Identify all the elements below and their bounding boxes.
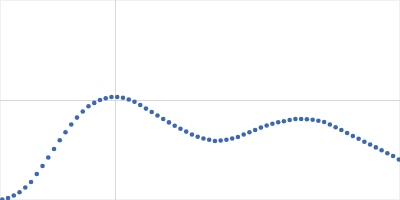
point bbox=[299, 117, 304, 122]
point bbox=[195, 135, 200, 140]
point bbox=[6, 196, 11, 200]
point bbox=[0, 197, 5, 200]
point bbox=[109, 95, 114, 100]
point bbox=[149, 110, 154, 115]
point bbox=[190, 132, 195, 137]
point bbox=[374, 145, 379, 150]
point bbox=[259, 125, 264, 130]
point bbox=[92, 101, 97, 106]
point bbox=[161, 117, 166, 122]
point bbox=[282, 119, 287, 124]
point bbox=[264, 123, 269, 128]
point bbox=[86, 104, 91, 109]
point bbox=[316, 119, 321, 124]
point bbox=[351, 134, 356, 139]
point bbox=[80, 109, 85, 114]
point bbox=[213, 139, 218, 144]
point bbox=[178, 127, 183, 132]
plot-frame bbox=[1, 1, 400, 200]
point bbox=[397, 157, 400, 162]
point bbox=[236, 135, 241, 140]
point bbox=[121, 95, 126, 100]
point bbox=[184, 129, 189, 134]
point bbox=[310, 118, 315, 123]
point bbox=[333, 125, 338, 130]
point bbox=[138, 103, 143, 108]
point bbox=[201, 136, 206, 141]
point bbox=[63, 130, 68, 135]
point bbox=[287, 118, 292, 123]
y-grid-line bbox=[0, 100, 400, 101]
point bbox=[224, 138, 229, 143]
point bbox=[305, 117, 310, 122]
point bbox=[322, 120, 327, 125]
point bbox=[23, 185, 28, 190]
point bbox=[293, 117, 298, 122]
point bbox=[98, 98, 103, 103]
point bbox=[75, 115, 80, 120]
point bbox=[368, 142, 373, 147]
point bbox=[57, 138, 62, 143]
point bbox=[362, 139, 367, 144]
point bbox=[339, 128, 344, 133]
point bbox=[276, 120, 281, 125]
point bbox=[241, 132, 246, 137]
point bbox=[52, 147, 57, 152]
point bbox=[391, 154, 396, 159]
point bbox=[11, 193, 16, 198]
point bbox=[132, 100, 137, 105]
point bbox=[253, 128, 258, 133]
point bbox=[40, 164, 45, 169]
point bbox=[29, 180, 34, 185]
point bbox=[379, 148, 384, 153]
point bbox=[69, 122, 74, 127]
point bbox=[247, 130, 252, 135]
point bbox=[155, 113, 160, 118]
point bbox=[126, 97, 131, 102]
point bbox=[115, 95, 120, 100]
point bbox=[328, 122, 333, 127]
point bbox=[207, 138, 212, 143]
point bbox=[167, 120, 172, 125]
point bbox=[34, 172, 39, 177]
point bbox=[172, 124, 177, 129]
point bbox=[218, 138, 223, 143]
point bbox=[270, 122, 275, 127]
point bbox=[144, 106, 149, 111]
point bbox=[385, 151, 390, 156]
chart bbox=[0, 0, 400, 200]
point bbox=[46, 155, 51, 160]
point bbox=[345, 131, 350, 136]
point bbox=[103, 96, 108, 101]
point bbox=[356, 137, 361, 142]
points bbox=[0, 95, 400, 200]
point bbox=[17, 190, 22, 195]
point bbox=[230, 136, 235, 141]
